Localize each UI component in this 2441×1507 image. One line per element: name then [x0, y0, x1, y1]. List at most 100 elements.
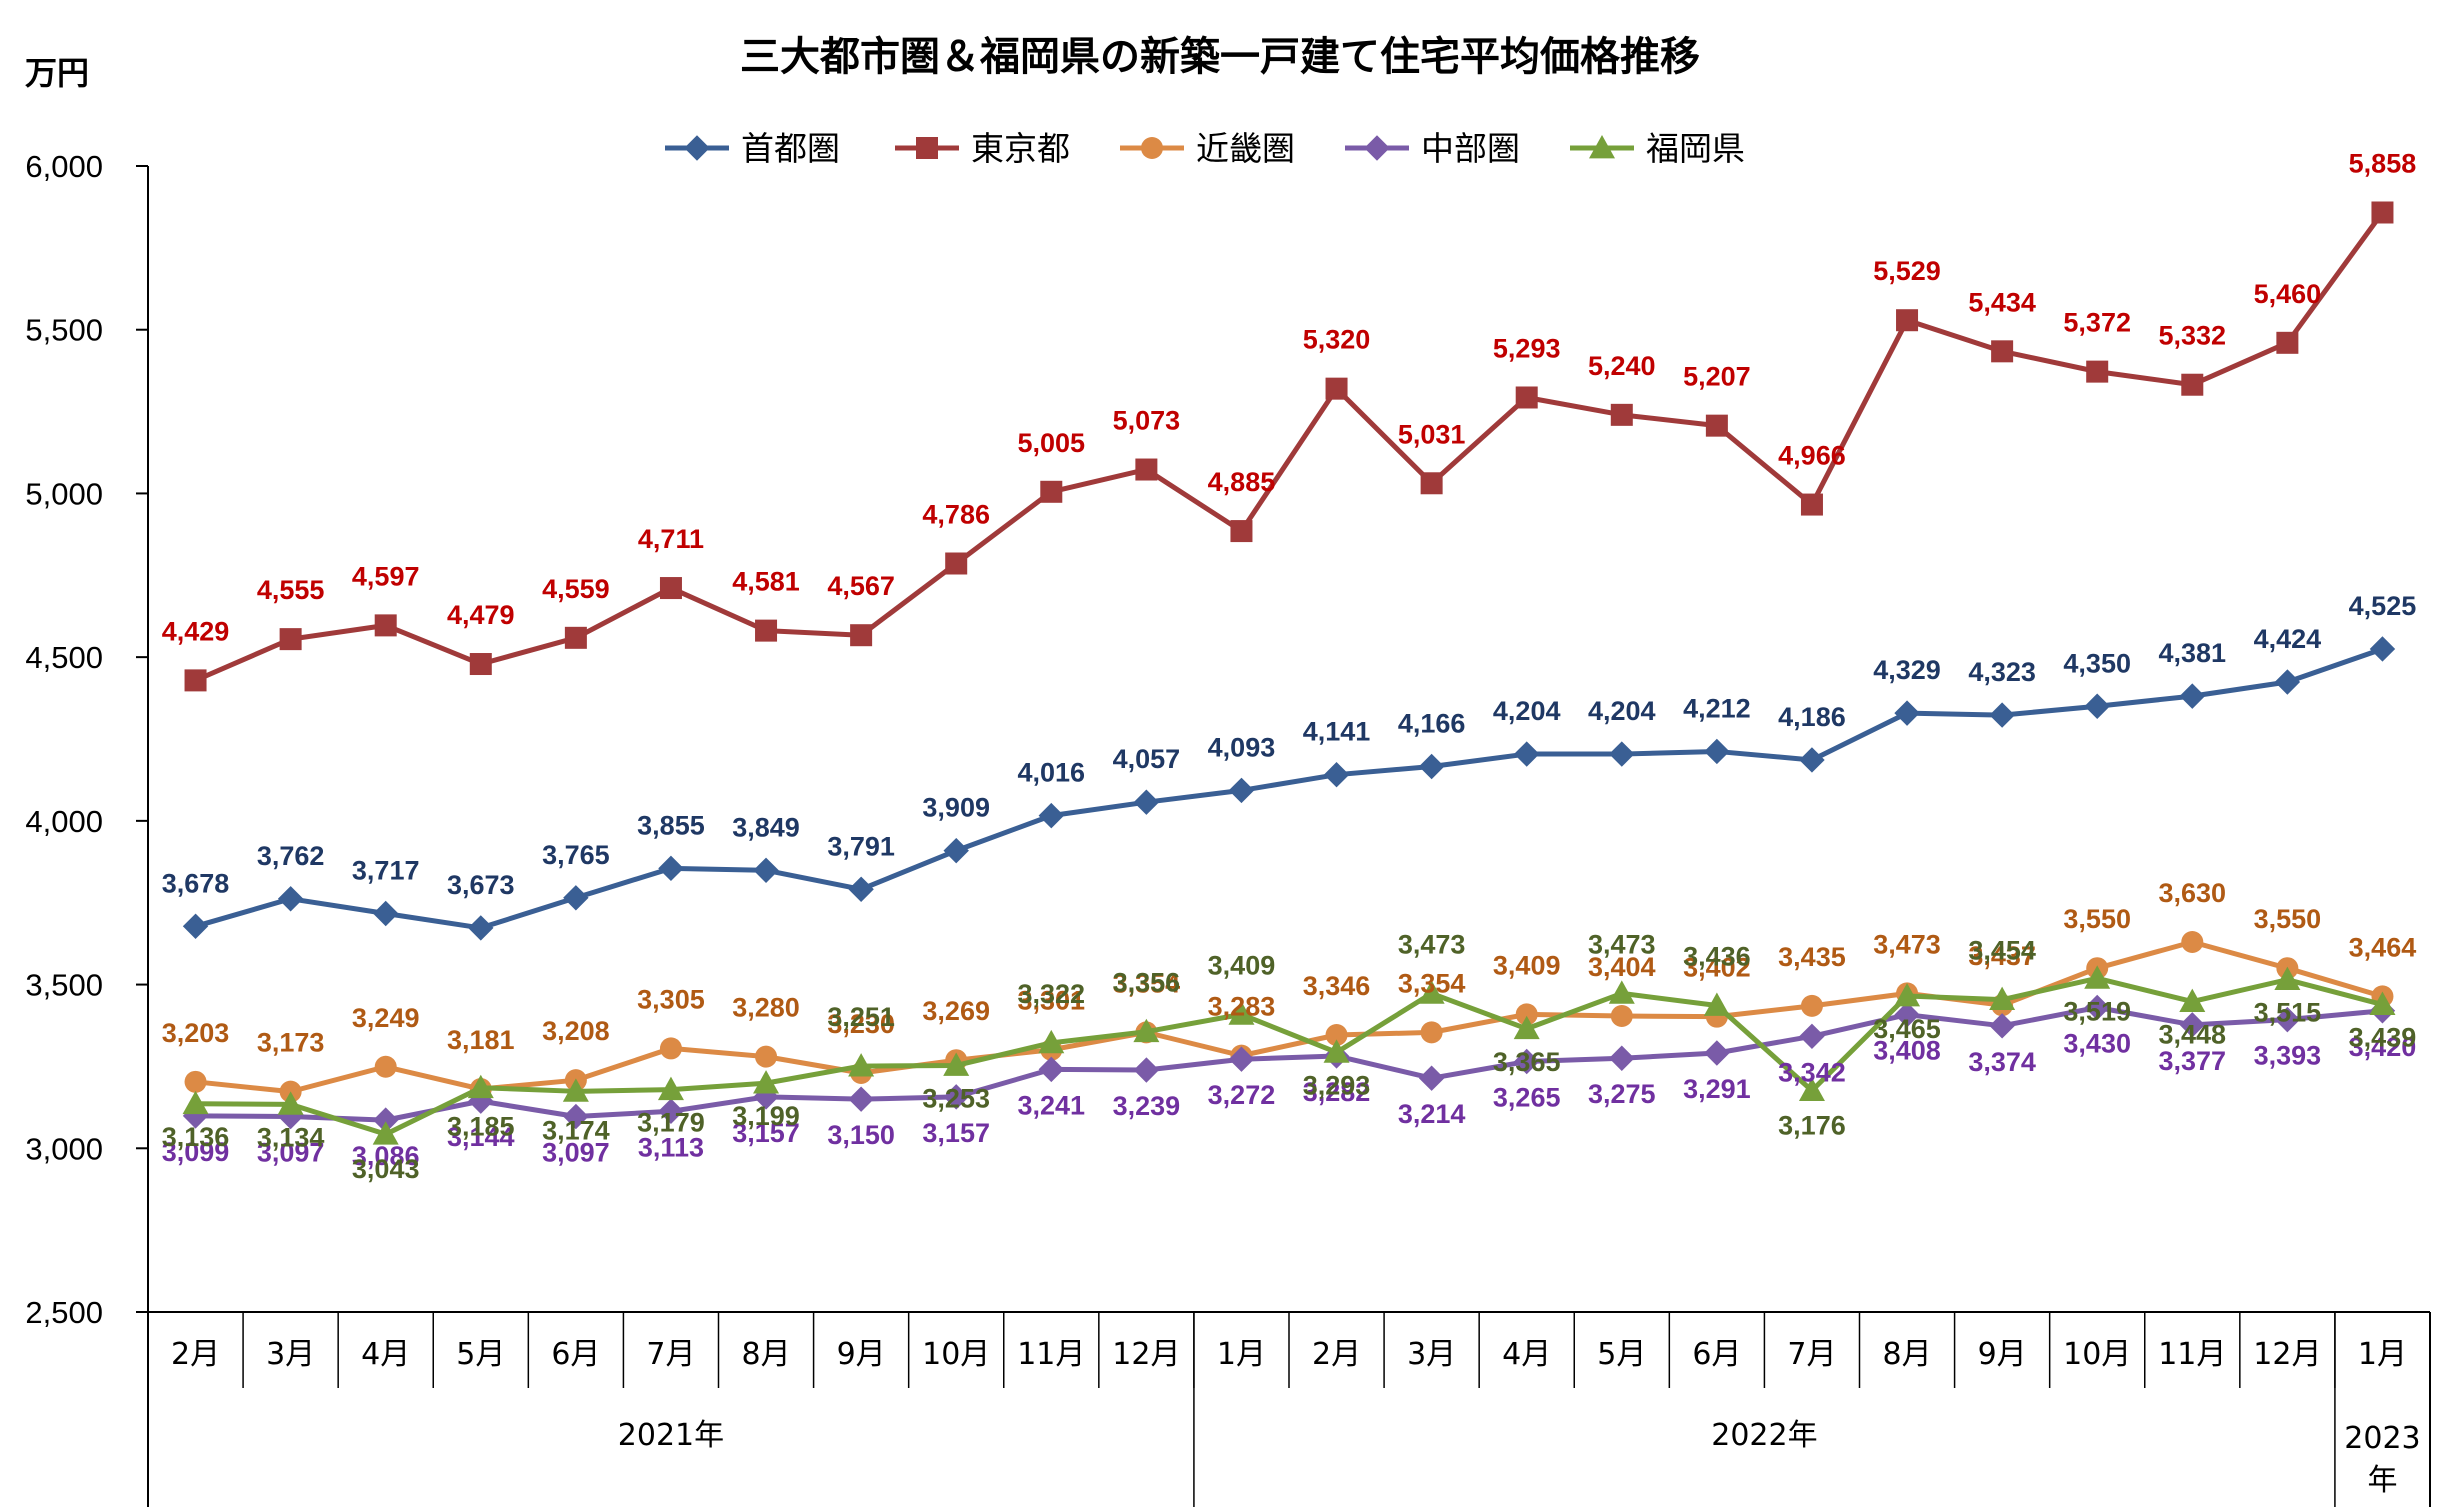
- data-point: [848, 876, 874, 902]
- data-point: [848, 1053, 875, 1077]
- data-label: 4,559: [542, 574, 610, 604]
- data-point: [1609, 741, 1635, 767]
- data-label: 3,909: [922, 793, 990, 823]
- data-point: [1514, 741, 1540, 767]
- data-point: [1038, 1029, 1065, 1054]
- data-label: 3,291: [1683, 1074, 1751, 1104]
- data-point: [2274, 1006, 2301, 1033]
- data-label: 4,329: [1873, 655, 1941, 685]
- data-point: [564, 626, 587, 649]
- data-point: [1515, 386, 1538, 409]
- x-tick-label: 10月: [2063, 1337, 2131, 1372]
- data-label: 3,150: [827, 1120, 895, 1150]
- legend-label: 中部圏: [1421, 129, 1520, 168]
- x-tick-label: 3月: [266, 1337, 315, 1372]
- data-label: 3,136: [162, 1122, 230, 1152]
- legend-item: 中部圏: [1345, 129, 1520, 168]
- data-label: 5,207: [1683, 362, 1751, 392]
- data-label: 3,342: [1778, 1057, 1846, 1087]
- data-label: 3,465: [1873, 1014, 1941, 1044]
- data-label: 3,043: [352, 1154, 420, 1184]
- x-tick-label: 2月: [171, 1337, 220, 1372]
- data-label: 3,354: [1113, 968, 1181, 998]
- series-line: [195, 975, 2384, 1137]
- year-label: 2021年: [618, 1418, 724, 1453]
- data-label: 3,448: [2159, 1020, 2227, 1050]
- data-label: 3,230: [827, 1009, 895, 1039]
- data-point: [1133, 1018, 1160, 1043]
- data-label: 3,181: [447, 1025, 515, 1055]
- data-point: [374, 1055, 397, 1078]
- data-point: [373, 900, 399, 927]
- series-line: [194, 211, 2385, 683]
- year-label: 2023: [2344, 1421, 2420, 1456]
- series-2: [184, 931, 2394, 1103]
- legend-marker: [1141, 137, 1163, 159]
- y-tick-label: 3,000: [25, 1131, 103, 1166]
- data-label: 3,377: [2159, 1046, 2227, 1076]
- data-label: 3,354: [1398, 968, 1466, 998]
- data-point: [659, 1037, 682, 1060]
- data-labels: 3,678 3,762 3,717 3,673 3,765 3,855 3,849 3,791…: [162, 148, 2416, 1184]
- data-label: 5,320: [1303, 325, 1371, 355]
- data-point: [2084, 994, 2110, 1021]
- data-point: [1703, 992, 1730, 1016]
- data-point: [2179, 683, 2205, 709]
- data-point: [1610, 1005, 1633, 1028]
- data-point: [182, 913, 209, 939]
- data-label: 3,272: [1208, 1080, 1276, 1110]
- data-label: 3,144: [447, 1122, 515, 1152]
- data-point: [468, 915, 494, 941]
- chart-title: 三大都市圏＆福岡県の新築一戸建て住宅平均価格推移: [740, 34, 1700, 80]
- axes: 2,500 3,000 3,500 4,000 4,500 5,000 5,500 6,000…: [25, 149, 2431, 1507]
- data-point: [1894, 983, 1921, 1007]
- data-label: 3,185: [447, 1112, 515, 1142]
- data-label: 3,437: [1968, 941, 2036, 971]
- series-4: [182, 965, 2396, 1145]
- data-label: 3,113: [638, 1132, 704, 1162]
- data-label: 3,439: [2349, 1023, 2417, 1053]
- y-tick-label: 4,000: [25, 804, 103, 839]
- x-tick-label: 9月: [1978, 1337, 2027, 1372]
- data-point: [1989, 986, 2016, 1011]
- x-tick-label: 2月: [1312, 1337, 1361, 1372]
- data-label: 3,275: [1588, 1079, 1656, 1109]
- data-label: 3,409: [1208, 950, 1276, 980]
- x-tick-label: 4月: [1502, 1337, 1551, 1372]
- data-label: 3,365: [1493, 1047, 1561, 1077]
- data-point: [1038, 1056, 1064, 1083]
- x-tick-label: 10月: [922, 1337, 990, 1372]
- data-point: [1133, 1057, 1160, 1083]
- data-point: [277, 886, 304, 912]
- data-point: [1705, 414, 1728, 437]
- data-point: [184, 1070, 207, 1093]
- data-label: 3,420: [2349, 1032, 2417, 1062]
- y-tick-label: 2,500: [25, 1295, 103, 1330]
- data-point: [1610, 403, 1633, 426]
- data-point: [372, 1121, 399, 1145]
- x-tick-label: 1月: [2358, 1337, 2407, 1372]
- data-point: [2276, 331, 2299, 354]
- data-point: [374, 614, 397, 637]
- legend-item: 近畿圏: [1120, 129, 1295, 168]
- data-point: [1133, 789, 1160, 815]
- data-point: [1609, 1045, 1635, 1071]
- x-tick-label: 5月: [456, 1337, 505, 1372]
- data-label: 3,515: [2254, 998, 2322, 1028]
- data-point: [1799, 747, 1825, 773]
- data-point: [2179, 988, 2206, 1012]
- series-line: [195, 1004, 2383, 1123]
- data-point: [658, 855, 684, 882]
- data-label: 3,282: [1303, 1077, 1371, 1107]
- data-label: 4,212: [1683, 693, 1751, 723]
- data-point: [1135, 458, 1158, 481]
- data-label: 3,239: [1113, 1091, 1181, 1121]
- x-tick-label: 12月: [1112, 1337, 1180, 1372]
- data-label: 3,214: [1398, 1099, 1466, 1129]
- data-label: 3,179: [637, 1108, 705, 1138]
- year-label: 年: [2367, 1463, 2397, 1498]
- data-label: 3,199: [732, 1101, 800, 1131]
- data-point: [1989, 1013, 2015, 1039]
- data-label: 3,157: [922, 1118, 990, 1148]
